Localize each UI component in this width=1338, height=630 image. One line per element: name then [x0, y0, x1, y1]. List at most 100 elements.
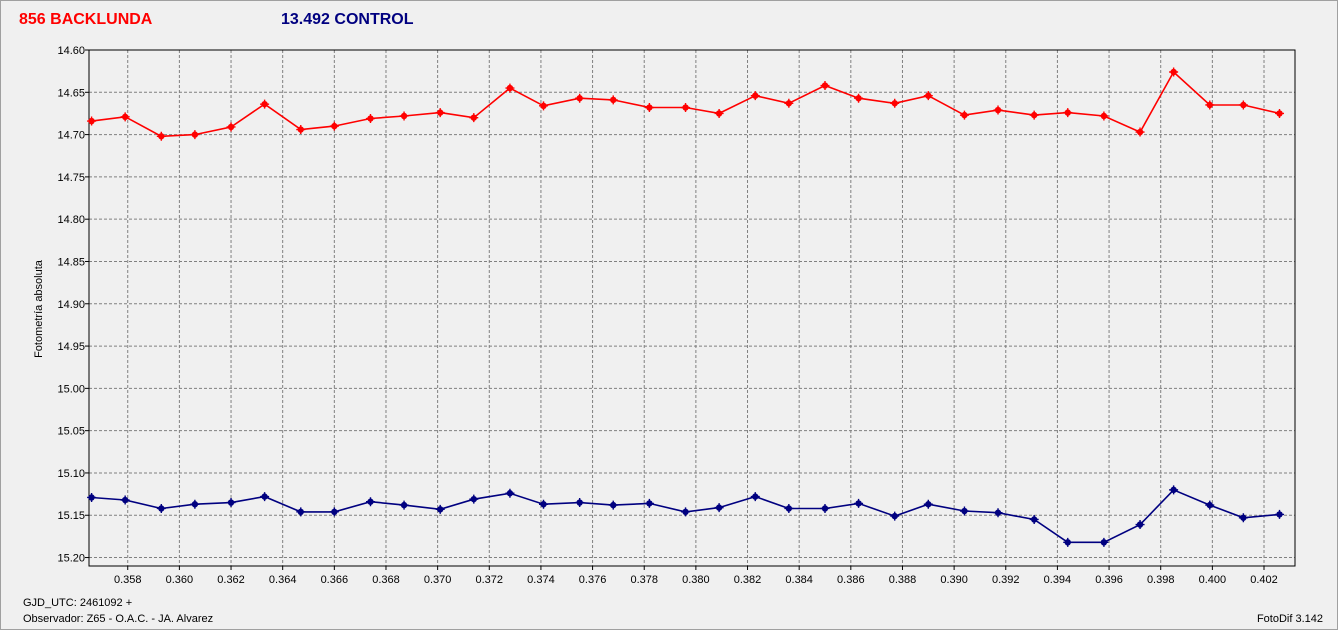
x-tick-label: 0.400	[1199, 574, 1227, 586]
data-point-marker	[1099, 111, 1109, 121]
data-point-marker	[1135, 127, 1145, 137]
data-point-marker	[993, 105, 1003, 115]
data-point-marker	[469, 494, 479, 504]
x-tick-label: 0.370	[424, 574, 452, 586]
y-tick-label: 15.05	[57, 426, 85, 438]
data-point-marker	[469, 113, 479, 123]
data-point-marker	[1205, 500, 1215, 510]
y-tick-label: 14.60	[57, 45, 85, 57]
x-tick-label: 0.366	[321, 574, 349, 586]
data-point-marker	[365, 114, 375, 124]
data-point-marker	[120, 112, 130, 122]
data-point-marker	[1169, 67, 1179, 77]
data-point-marker	[1029, 110, 1039, 120]
x-tick-label: 0.402	[1250, 574, 1278, 586]
data-point-marker	[1135, 520, 1145, 530]
data-point-marker	[329, 507, 339, 517]
data-point-marker	[784, 98, 794, 108]
data-point-marker	[890, 511, 900, 521]
x-tick-label: 0.374	[527, 574, 555, 586]
y-tick-label: 15.10	[57, 468, 85, 480]
data-point-marker	[1275, 108, 1285, 118]
x-tick-label: 0.384	[785, 574, 813, 586]
data-point-marker	[87, 116, 97, 126]
plot-border	[88, 49, 1296, 567]
data-point-marker	[681, 103, 691, 113]
data-point-marker	[1029, 514, 1039, 524]
y-tick-label: 14.65	[57, 87, 85, 99]
data-point-marker	[435, 504, 445, 514]
data-point-marker	[1275, 509, 1285, 519]
data-point-marker	[608, 95, 618, 105]
x-tick-label: 0.358	[114, 574, 142, 586]
x-tick-label: 0.362	[217, 574, 245, 586]
x-tick-label: 0.380	[682, 574, 710, 586]
data-point-marker	[120, 495, 130, 505]
data-point-marker	[87, 492, 97, 502]
x-tick-label: 0.386	[837, 574, 865, 586]
data-point-marker	[399, 500, 409, 510]
data-point-marker	[750, 91, 760, 101]
x-tick-label: 0.364	[269, 574, 297, 586]
x-tick-label: 0.376	[579, 574, 607, 586]
data-point-marker	[1238, 100, 1248, 110]
y-tick-label: 15.00	[57, 383, 85, 395]
data-point-marker	[890, 98, 900, 108]
data-point-marker	[539, 101, 549, 111]
data-point-marker	[156, 131, 166, 141]
data-point-marker	[539, 499, 549, 509]
y-tick-label: 14.80	[57, 214, 85, 226]
data-point-marker	[575, 498, 585, 508]
data-point-marker	[399, 111, 409, 121]
data-point-marker	[854, 93, 864, 103]
data-point-marker	[784, 503, 794, 513]
data-point-marker	[681, 507, 691, 517]
data-point-marker	[190, 499, 200, 509]
y-tick-label: 14.85	[57, 256, 85, 268]
x-tick-label: 0.372	[476, 574, 504, 586]
x-tick-label: 0.392	[992, 574, 1020, 586]
data-point-marker	[575, 93, 585, 103]
data-point-marker	[505, 488, 515, 498]
observer-label: Observador: Z65 - O.A.C. - JA. Alvarez	[23, 613, 214, 625]
target-star-label: 856 BACKLUNDA	[19, 11, 153, 28]
data-point-marker	[923, 91, 933, 101]
data-point-marker	[1169, 485, 1179, 495]
data-point-marker	[435, 108, 445, 118]
control-star-label: 13.492 CONTROL	[281, 11, 414, 28]
y-tick-label: 14.75	[57, 172, 85, 184]
y-tick-label: 14.95	[57, 341, 85, 353]
data-point-marker	[1063, 108, 1073, 118]
data-point-marker	[505, 83, 515, 93]
data-point-marker	[608, 500, 618, 510]
data-point-marker	[226, 122, 236, 132]
x-tick-label: 0.396	[1095, 574, 1123, 586]
x-tick-label: 0.388	[889, 574, 917, 586]
y-tick-label: 14.90	[57, 299, 85, 311]
data-point-marker	[750, 492, 760, 502]
data-point-marker	[329, 121, 339, 131]
data-point-marker	[923, 499, 933, 509]
data-point-marker	[260, 99, 270, 109]
x-tick-label: 0.394	[1044, 574, 1072, 586]
data-point-marker	[1205, 100, 1215, 110]
y-tick-label: 14.70	[57, 130, 85, 142]
y-tick-label: 15.15	[57, 510, 85, 522]
data-point-marker	[714, 108, 724, 118]
data-point-marker	[854, 498, 864, 508]
data-point-marker	[1099, 537, 1109, 547]
data-point-marker	[1063, 537, 1073, 547]
data-point-marker	[644, 103, 654, 113]
data-point-marker	[296, 507, 306, 517]
software-version-label: FotoDif 3.142	[1256, 613, 1323, 625]
data-point-marker	[156, 503, 166, 513]
data-point-marker	[296, 125, 306, 135]
x-tick-label: 0.360	[166, 574, 194, 586]
data-point-marker	[959, 506, 969, 516]
x-tick-label: 0.368	[372, 574, 400, 586]
x-tick-label: 0.382	[734, 574, 762, 586]
data-point-marker	[365, 497, 375, 507]
data-point-marker	[190, 130, 200, 140]
gjd-utc-label: GJD_UTC: 2461092 +	[23, 597, 133, 609]
